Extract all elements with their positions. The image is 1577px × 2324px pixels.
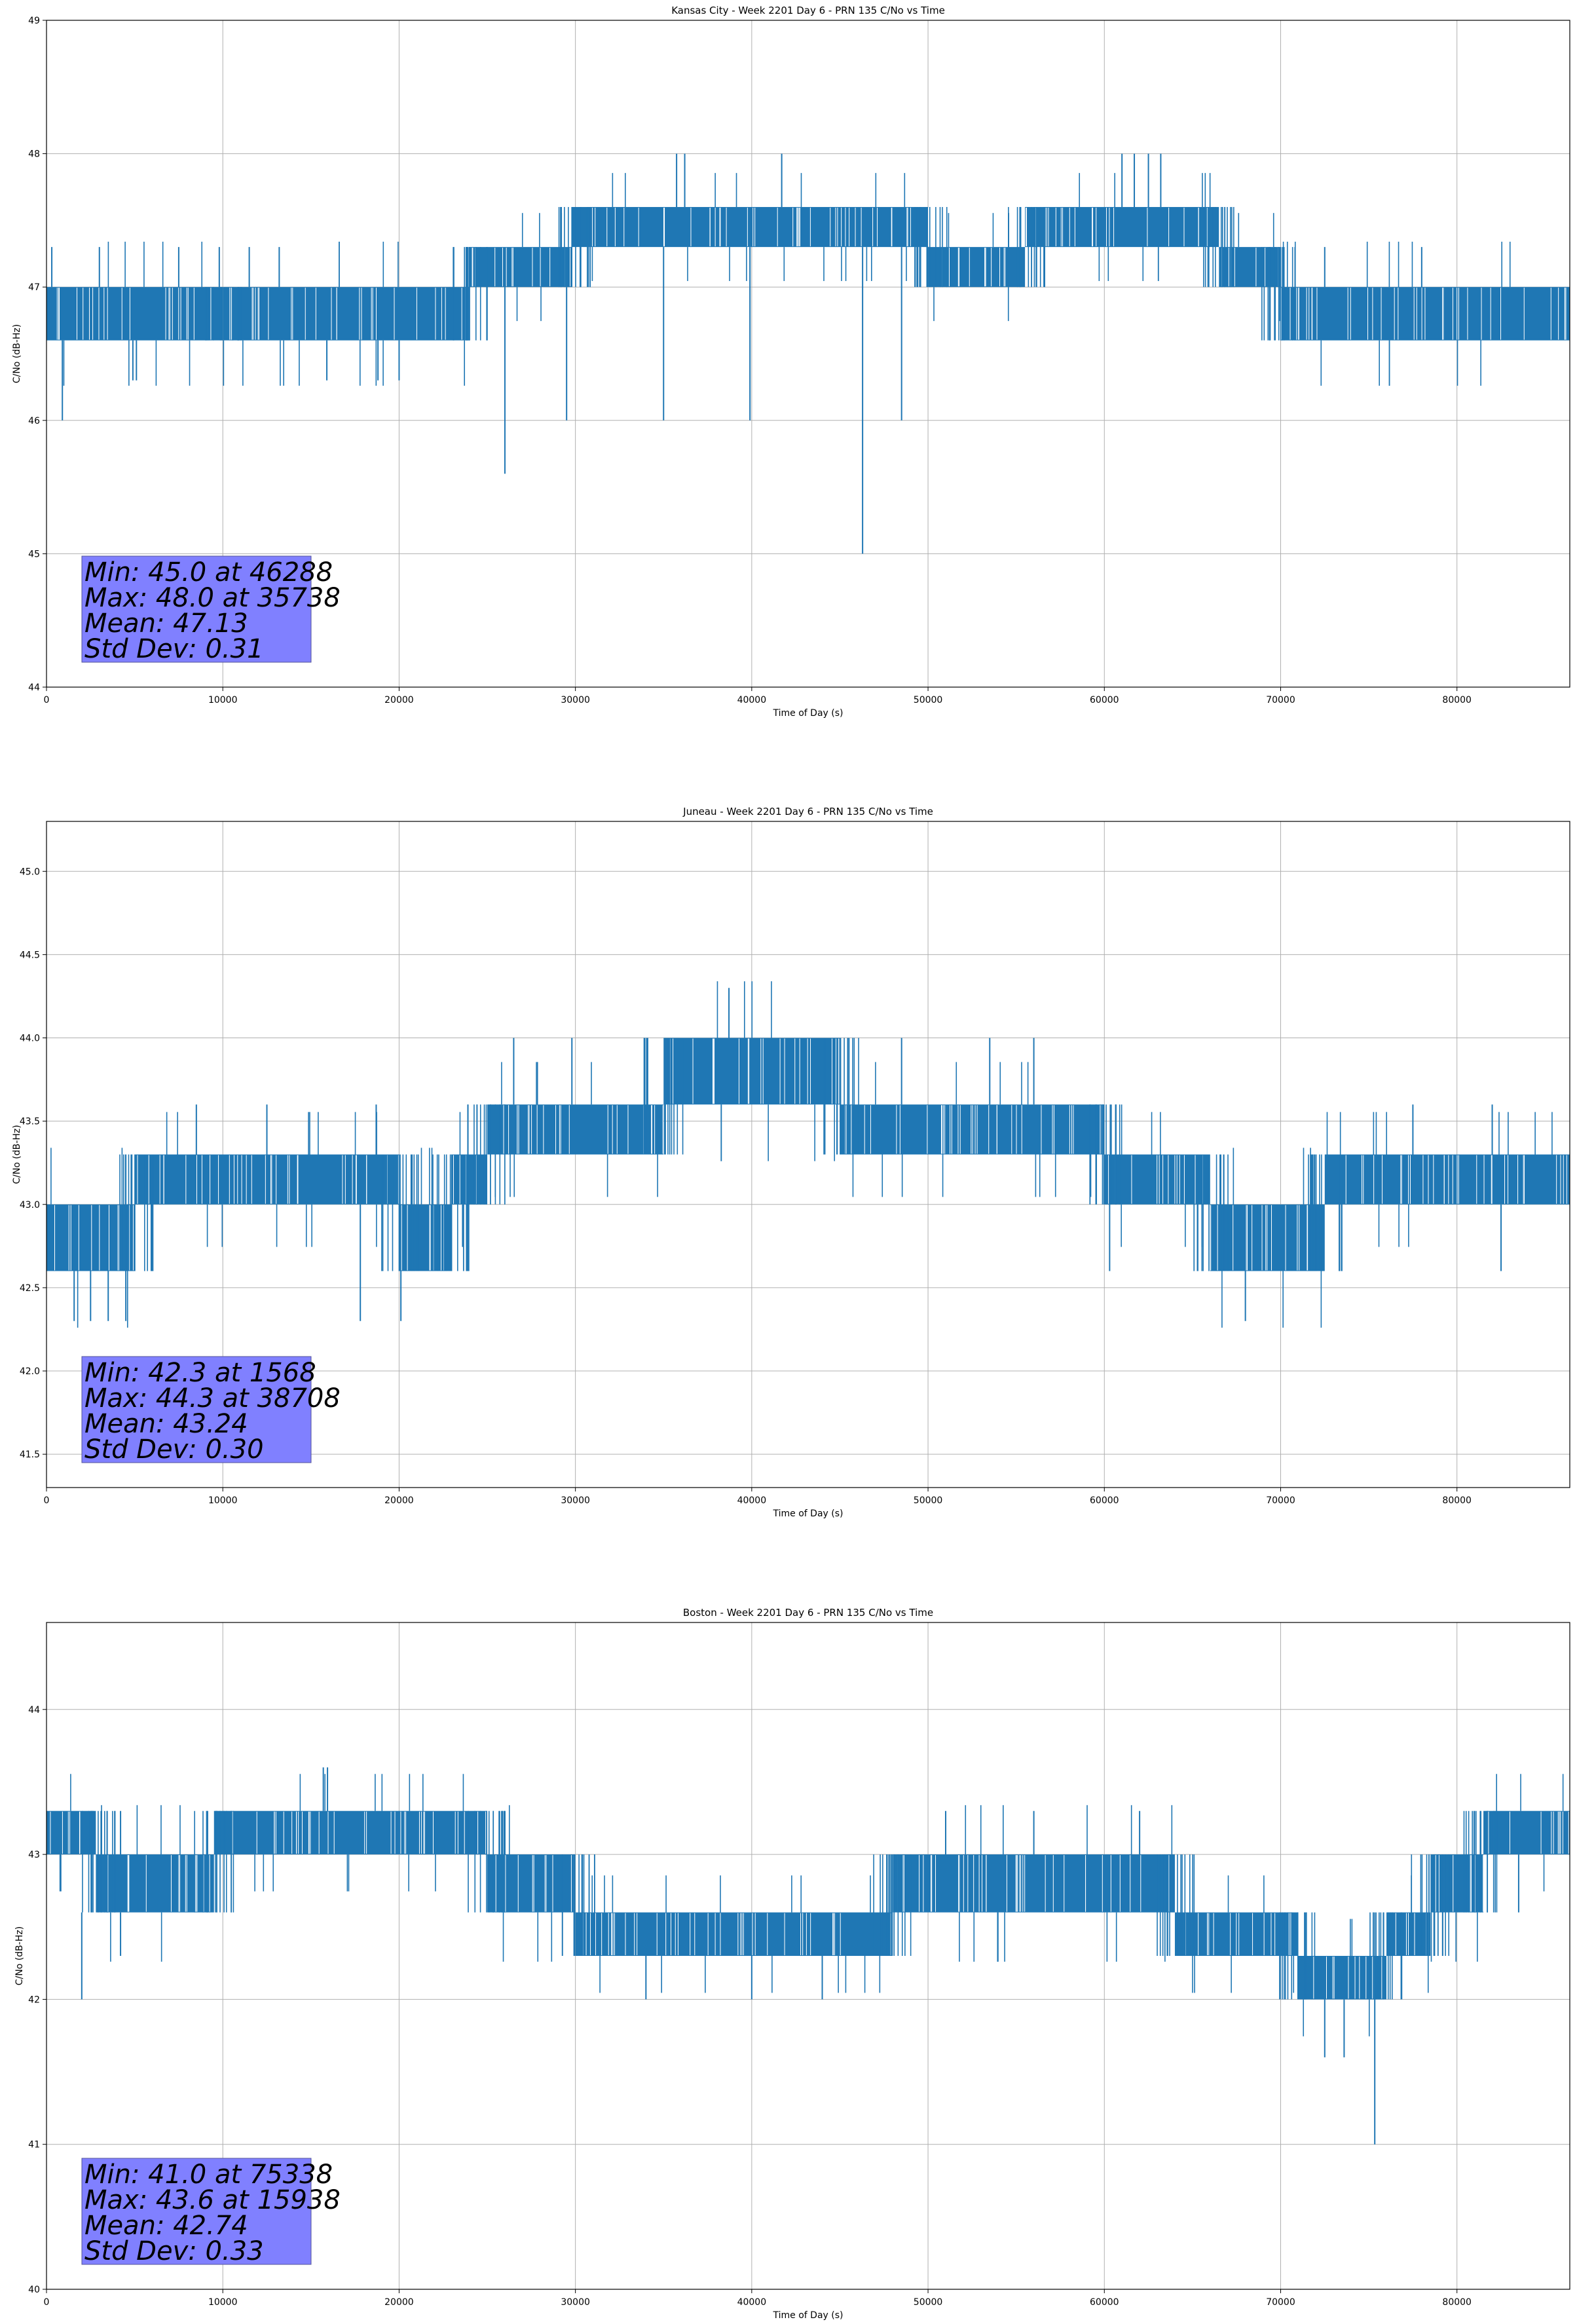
chart-panel-1: 0 10000 20000 30000 40000 50000 60000 70000 8000…	[12, 806, 1570, 1519]
signal-band	[223, 287, 470, 341]
y-tick-label: 43.0	[20, 1200, 40, 1210]
y-tick-label: 42.5	[20, 1283, 40, 1294]
y-tick-label: 44.5	[20, 950, 40, 960]
signal-band	[1219, 247, 1281, 288]
x-axis-label: Time of Day (s)	[773, 1509, 844, 1519]
x-tick-label: 50000	[914, 2297, 943, 2308]
signal-band	[840, 1104, 1105, 1155]
signal-band	[572, 207, 929, 248]
signal-band	[1025, 207, 1219, 248]
x-tick-label: 50000	[914, 1495, 943, 1506]
y-tick-label: 40	[28, 2285, 40, 2295]
stats-line: Std Dev: 0.30	[84, 1434, 264, 1465]
signal-band	[1483, 1810, 1570, 1855]
x-tick-label: 0	[44, 695, 50, 705]
signal-band	[46, 1204, 135, 1271]
y-axis-label: C/No (dB-Hz)	[14, 1926, 25, 1985]
stats-line: Max: 44.3 at 38708	[84, 1383, 341, 1414]
y-tick-label: 45	[28, 549, 40, 559]
x-tick-label: 10000	[208, 1495, 238, 1506]
x-tick-label: 80000	[1442, 695, 1472, 705]
x-tick-label: 60000	[1090, 695, 1119, 705]
x-tick-label: 60000	[1090, 2297, 1119, 2308]
stats-line: Mean: 42.74	[84, 2211, 248, 2241]
y-tick-label: 42.0	[20, 1366, 40, 1377]
y-axis-label: C/No (dB-Hz)	[12, 324, 22, 383]
stats-line: Mean: 43.24	[84, 1409, 248, 1439]
stats-line: Max: 43.6 at 15938	[84, 2185, 341, 2215]
y-tick-label: 44.0	[20, 1034, 40, 1044]
signal-band	[1210, 1204, 1325, 1271]
x-tick-label: 70000	[1266, 1495, 1295, 1506]
x-tick-label: 70000	[1266, 695, 1295, 705]
y-tick-label: 48	[28, 149, 40, 160]
stats-line: Min: 42.3 at 1568	[84, 1358, 316, 1388]
signal-band	[46, 1810, 96, 1855]
stats-line: Mean: 47.13	[84, 609, 248, 639]
x-tick-label: 80000	[1442, 2297, 1472, 2308]
signal-band	[46, 287, 223, 341]
plot-frame	[46, 20, 1570, 688]
y-axis-label: C/No (dB-Hz)	[12, 1125, 22, 1184]
stats-box	[81, 555, 312, 663]
x-tick-label: 20000	[384, 1495, 414, 1506]
x-tick-label: 0	[44, 1495, 50, 1506]
x-tick-label: 20000	[384, 2297, 414, 2308]
signal-band	[470, 247, 572, 288]
x-tick-label: 20000	[384, 695, 414, 705]
x-tick-label: 30000	[561, 1495, 590, 1506]
y-tick-label: 47	[28, 282, 40, 293]
x-tick-label: 0	[44, 2297, 50, 2308]
stats-line: Std Dev: 0.31	[84, 634, 264, 664]
stats-box	[81, 2158, 312, 2265]
y-tick-label: 45.0	[20, 867, 40, 877]
y-tick-label: 44	[28, 683, 40, 693]
x-tick-label: 40000	[737, 2297, 767, 2308]
y-tick-label: 42	[28, 1995, 40, 2005]
x-axis-label: Time of Day (s)	[773, 2310, 844, 2321]
chart-panel-0: 0 10000 20000 30000 40000 50000 60000 70000 8000…	[12, 5, 1570, 719]
y-tick-label: 49	[28, 16, 40, 26]
x-tick-label: 80000	[1442, 1495, 1472, 1506]
signal-band	[134, 1154, 399, 1205]
y-tick-label: 43	[28, 1850, 40, 1860]
chart-title: Kansas City - Week 2201 Day 6 - PRN 135 …	[671, 5, 945, 16]
x-tick-label: 30000	[561, 2297, 590, 2308]
signal-band	[1324, 1154, 1570, 1205]
x-tick-label: 70000	[1266, 2297, 1295, 2308]
x-tick-label: 60000	[1090, 1495, 1119, 1506]
chart-title: Juneau - Week 2201 Day 6 - PRN 135 C/No …	[682, 806, 933, 817]
x-tick-label: 50000	[914, 695, 943, 705]
x-tick-label: 40000	[737, 1495, 767, 1506]
x-tick-label: 30000	[561, 695, 590, 705]
y-tick-label: 41.5	[20, 1450, 40, 1460]
y-tick-label: 43.5	[20, 1117, 40, 1127]
y-tick-label: 44	[28, 1705, 40, 1715]
stats-line: Min: 41.0 at 75338	[84, 2160, 333, 2190]
x-axis-label: Time of Day (s)	[773, 708, 844, 719]
stats-box	[81, 1356, 312, 1463]
stats-line: Min: 45.0 at 46288	[84, 557, 333, 588]
chart-panel-2: 0 10000 20000 30000 40000 50000 60000 70000 8000…	[14, 1607, 1570, 2321]
x-tick-label: 10000	[208, 2297, 238, 2308]
signal-band	[575, 1912, 893, 1956]
stats-line: Max: 48.0 at 35738	[84, 583, 341, 613]
x-tick-label: 40000	[737, 695, 767, 705]
signal-band	[399, 1204, 453, 1271]
x-tick-label: 10000	[208, 695, 238, 705]
signal-band	[487, 1104, 664, 1155]
plot-frame	[46, 1622, 1570, 2290]
plot-frame	[46, 821, 1570, 1488]
signal-band	[893, 1854, 1175, 1913]
y-tick-label: 41	[28, 2140, 40, 2150]
stats-line: Std Dev: 0.33	[84, 2236, 264, 2266]
chart-title: Boston - Week 2201 Day 6 - PRN 135 C/No …	[683, 1607, 933, 1619]
signal-band	[663, 1038, 840, 1105]
signal-band	[213, 1810, 488, 1855]
signal-band	[1298, 1956, 1387, 2000]
y-tick-label: 46	[28, 416, 40, 426]
